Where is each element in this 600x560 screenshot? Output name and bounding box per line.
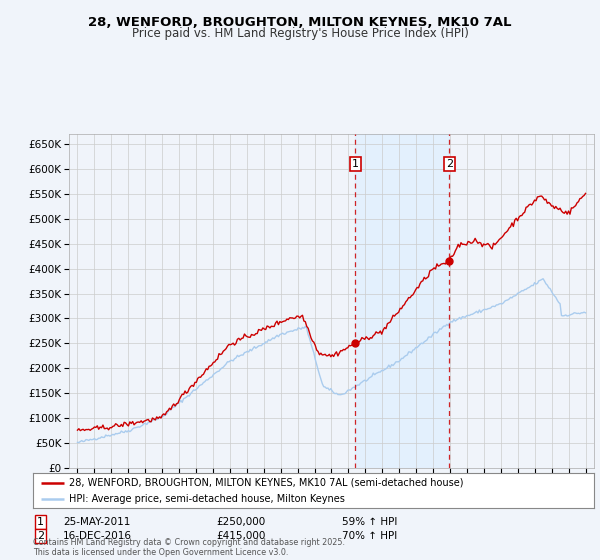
Text: 70% ↑ HPI: 70% ↑ HPI [342, 531, 397, 542]
Text: Price paid vs. HM Land Registry's House Price Index (HPI): Price paid vs. HM Land Registry's House … [131, 27, 469, 40]
Text: 25-MAY-2011: 25-MAY-2011 [63, 517, 130, 527]
Text: 1: 1 [352, 159, 359, 169]
Text: HPI: Average price, semi-detached house, Milton Keynes: HPI: Average price, semi-detached house,… [70, 494, 346, 504]
Text: £250,000: £250,000 [216, 517, 265, 527]
Bar [355, 134, 449, 468]
Text: 2: 2 [446, 159, 453, 169]
Text: £415,000: £415,000 [216, 531, 265, 542]
Text: 28, WENFORD, BROUGHTON, MILTON KEYNES, MK10 7AL: 28, WENFORD, BROUGHTON, MILTON KEYNES, M… [88, 16, 512, 29]
Text: Contains HM Land Registry data © Crown copyright and database right 2025.
This d: Contains HM Land Registry data © Crown c… [33, 538, 345, 557]
Text: 1: 1 [37, 517, 44, 527]
Text: 16-DEC-2016: 16-DEC-2016 [63, 531, 132, 542]
Text: 2: 2 [37, 531, 44, 542]
Text: 28, WENFORD, BROUGHTON, MILTON KEYNES, MK10 7AL (semi-detached house): 28, WENFORD, BROUGHTON, MILTON KEYNES, M… [70, 478, 464, 488]
Text: 59% ↑ HPI: 59% ↑ HPI [342, 517, 397, 527]
